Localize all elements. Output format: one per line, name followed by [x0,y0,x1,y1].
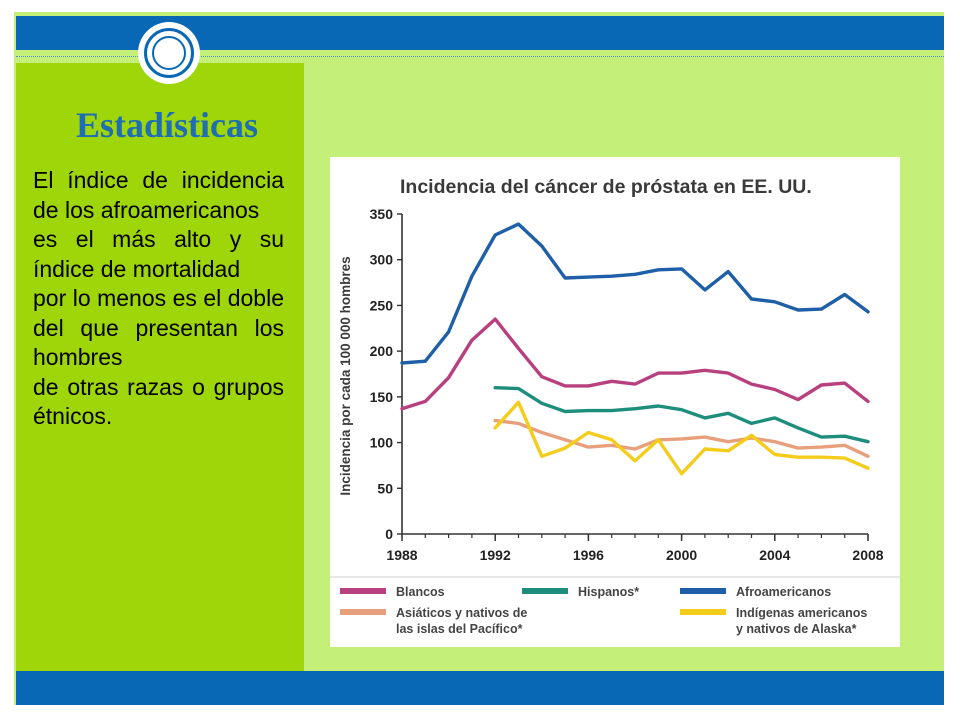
legend-label: Asiáticos y nativos de [396,606,527,620]
x-tick-label: 2000 [666,547,697,563]
x-tick-label: 2004 [759,547,790,563]
body-paragraph: de otras razas o grupos étnicos. [33,373,284,430]
bottom-band [16,671,944,705]
chart-card: Incidencia del cáncer de próstata en EE.… [330,157,900,647]
body-paragraph: por lo menos es el doble del que present… [33,285,284,370]
legend-label: Indígenas americanos [736,606,867,620]
y-tick-label: 200 [370,343,394,359]
legend-label: Afroamericanos [736,585,831,599]
y-tick-label: 300 [370,252,394,268]
series-line [493,385,870,444]
y-tick-label: 250 [370,297,394,313]
body-paragraph: es el más alto y su índice de mortalidad [33,226,284,282]
x-tick-label: 1996 [573,547,604,563]
legend-label: Hispanos* [578,585,639,599]
y-tick-label: 0 [385,526,393,542]
y-tick-label: 50 [377,480,393,496]
legend-label: Blancos [396,585,445,599]
y-tick-label: 100 [370,435,394,451]
legend-label: y nativos de Alaska* [736,622,857,636]
y-tick-label: 350 [370,206,394,222]
x-tick-label: 1988 [386,547,417,563]
line-chart: Incidencia del cáncer de próstata en EE.… [330,176,900,636]
y-axis-label: Incidencia por cada 100 000 hombres [338,256,353,495]
emblem-outer-ring [144,28,194,78]
text-panel [16,63,304,671]
series-line [493,400,870,476]
emblem-inner-ring [152,36,186,70]
top-divider [16,56,944,57]
y-tick-label: 150 [370,389,394,405]
chart-title: Incidencia del cáncer de próstata en EE.… [400,176,812,198]
series-line [493,418,870,458]
x-tick-label: 1992 [480,547,511,563]
series-line [400,317,870,411]
slide-title: Estadísticas [75,105,259,145]
x-tick-label: 2008 [852,547,883,563]
circle-emblem-icon [138,22,200,84]
legend-label: las islas del Pacífico* [396,622,523,636]
body-text: El índice de incidencia de los afroameri… [33,166,284,432]
series-line [400,222,870,365]
body-paragraph: El índice de incidencia de los afroameri… [33,167,284,223]
